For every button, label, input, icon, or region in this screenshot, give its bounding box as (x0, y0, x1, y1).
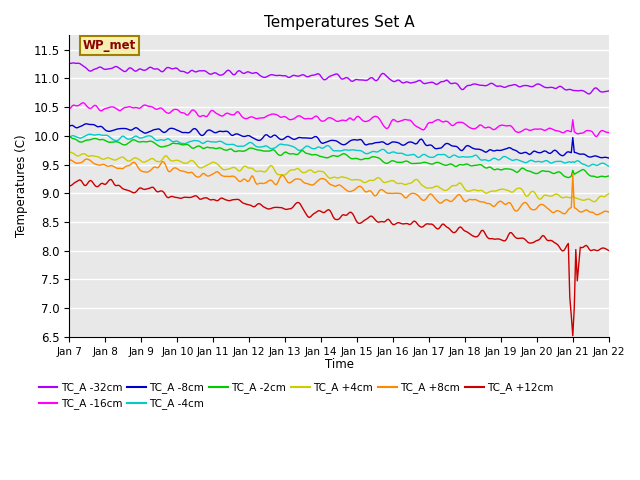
Line: TC_A +8cm: TC_A +8cm (69, 159, 609, 215)
TC_A -4cm (392, 150, 400, 156)
TC_A -32cm (374, 76, 382, 82)
TC_A +12cm (374, 219, 382, 225)
TC_A -2cm (564, 175, 572, 180)
Line: TC_A +4cm: TC_A +4cm (69, 152, 609, 202)
TC_A -2cm (605, 173, 612, 179)
TC_A -32cm (605, 88, 612, 94)
TC_A -4cm (86, 132, 94, 137)
Line: TC_A -32cm: TC_A -32cm (69, 63, 609, 94)
Title: Temperatures Set A: Temperatures Set A (264, 15, 414, 30)
TC_A -32cm (168, 66, 175, 72)
TC_A -8cm (81, 121, 88, 127)
TC_A +4cm (81, 151, 88, 156)
TC_A +4cm (166, 157, 173, 163)
TC_A +4cm (539, 194, 547, 200)
Text: WP_met: WP_met (83, 39, 136, 52)
TC_A -32cm (404, 79, 412, 85)
TC_A +12cm (404, 221, 412, 227)
TC_A -8cm (392, 139, 400, 145)
TC_A +8cm (605, 209, 612, 215)
TC_A +8cm (82, 156, 90, 162)
TC_A -16cm (82, 102, 90, 108)
TC_A -8cm (65, 123, 73, 129)
TC_A +4cm (372, 175, 380, 181)
TC_A +12cm (168, 193, 175, 199)
TC_A +8cm (81, 157, 88, 163)
TC_A -4cm (168, 138, 175, 144)
TC_A -4cm (404, 152, 412, 158)
Line: TC_A -4cm: TC_A -4cm (69, 134, 609, 166)
TC_A +8cm (541, 203, 548, 208)
TC_A -32cm (392, 78, 400, 84)
TC_A +4cm (403, 181, 410, 187)
Legend: TC_A -32cm, TC_A -16cm, TC_A -8cm, TC_A -4cm, TC_A -2cm, TC_A +4cm, TC_A +8cm, T: TC_A -32cm, TC_A -16cm, TC_A -8cm, TC_A … (35, 378, 557, 414)
Line: TC_A -2cm: TC_A -2cm (69, 136, 609, 178)
TC_A +12cm (541, 233, 548, 239)
TC_A -4cm (584, 163, 591, 169)
TC_A -2cm (81, 138, 88, 144)
TC_A +8cm (593, 212, 600, 217)
TC_A +8cm (168, 168, 175, 173)
TC_A -4cm (541, 158, 548, 164)
TC_A +8cm (404, 193, 412, 199)
TC_A -4cm (65, 134, 73, 140)
TC_A -16cm (593, 133, 600, 139)
TC_A -2cm (539, 168, 547, 174)
TC_A +4cm (590, 199, 598, 204)
TC_A +4cm (605, 191, 612, 196)
TC_A +12cm (106, 177, 114, 182)
TC_A +4cm (65, 149, 73, 155)
TC_A -4cm (374, 149, 382, 155)
TC_A -8cm (168, 125, 175, 131)
TC_A -2cm (390, 158, 398, 164)
TC_A -8cm (404, 140, 412, 145)
TC_A +12cm (605, 248, 612, 253)
TC_A -32cm (586, 91, 593, 97)
TC_A -32cm (70, 60, 77, 66)
TC_A -2cm (403, 158, 410, 164)
TC_A -8cm (605, 155, 612, 161)
TC_A -32cm (541, 84, 548, 90)
TC_A +8cm (392, 190, 400, 196)
TC_A -2cm (65, 133, 73, 139)
TC_A -8cm (374, 140, 382, 145)
TC_A -32cm (65, 60, 73, 66)
TC_A +8cm (374, 190, 382, 196)
TC_A -16cm (374, 114, 382, 120)
TC_A -16cm (392, 118, 400, 124)
TC_A -4cm (605, 163, 612, 169)
TC_A -16cm (168, 109, 175, 115)
TC_A -16cm (79, 100, 87, 106)
TC_A +12cm (569, 333, 577, 338)
Line: TC_A -8cm: TC_A -8cm (69, 124, 609, 158)
TC_A -16cm (404, 117, 412, 123)
X-axis label: Time: Time (324, 358, 353, 371)
TC_A -4cm (81, 133, 88, 139)
TC_A -2cm (372, 155, 380, 160)
TC_A +12cm (81, 182, 88, 188)
TC_A +12cm (392, 221, 400, 227)
TC_A -8cm (541, 148, 548, 154)
TC_A +12cm (65, 183, 73, 189)
Line: TC_A -16cm: TC_A -16cm (69, 103, 609, 136)
Y-axis label: Temperatures (C): Temperatures (C) (15, 135, 28, 238)
TC_A +8cm (65, 157, 73, 163)
Line: TC_A +12cm: TC_A +12cm (69, 180, 609, 336)
TC_A -16cm (605, 130, 612, 135)
TC_A -8cm (82, 121, 90, 127)
TC_A -32cm (82, 65, 90, 71)
TC_A -16cm (65, 106, 73, 112)
TC_A -16cm (541, 128, 548, 133)
TC_A +4cm (390, 179, 398, 184)
TC_A -2cm (166, 142, 173, 148)
